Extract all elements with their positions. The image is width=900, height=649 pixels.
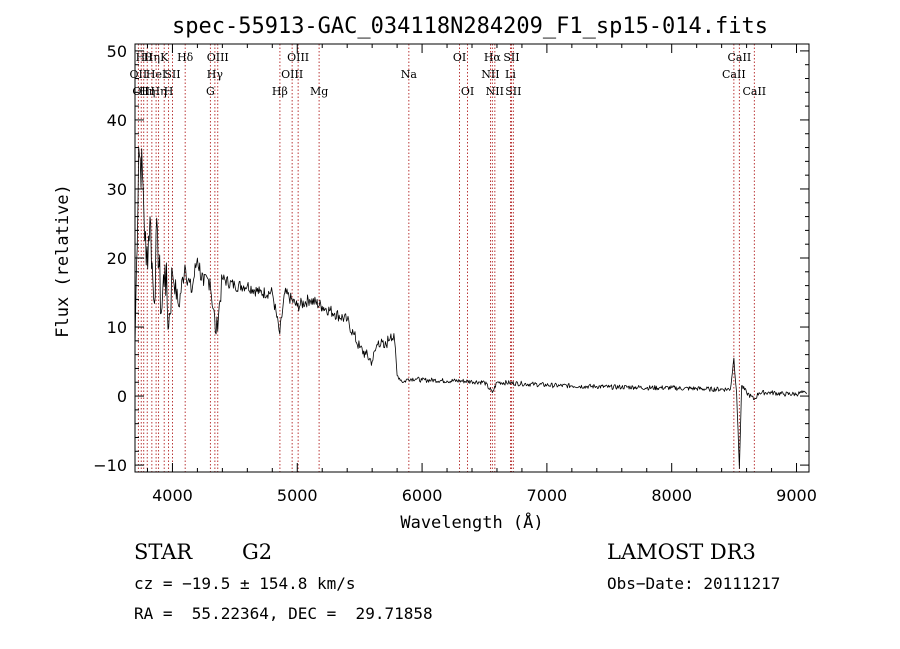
y-tick-label: 20 [107,249,127,268]
y-tick-label: 50 [107,42,127,61]
emission-line-labels: OIIOIIHθHηHηHeIHηKHSIIHδGHγOIIIHβOIIIOII… [130,51,767,98]
line-label-25: SII [503,51,519,64]
line-label-29: CaII [742,85,766,98]
line-label-9: SII [164,68,180,81]
line-label-15: OIII [281,68,303,81]
line-label-3: Hη [139,85,155,98]
object-class: STAR [134,540,193,564]
y-axis-label: Flux (relative) [53,184,73,338]
line-label-17: Mg [310,85,328,98]
y-tick-label: 0 [117,387,127,406]
x-tick-label: 9000 [776,486,817,505]
x-tick-label: 8000 [651,486,692,505]
line-label-21: NII [481,68,499,81]
line-label-16: OIII [287,51,309,64]
line-label-6: Hη [150,85,166,98]
emission-lines [137,44,755,472]
y-tick-label: 40 [107,111,127,130]
survey-name: LAMOST DR3 [607,540,756,564]
x-tick-label: 6000 [402,486,443,505]
line-label-11: G [206,85,215,98]
spectrum-line [134,147,807,469]
plot-frame [134,43,810,473]
y-tick-label: 10 [107,318,127,337]
y-tick-label: −10 [93,456,127,475]
line-label-5: HeI [146,68,166,81]
line-label-4: Hη [144,51,160,64]
line-label-8: H [164,85,174,98]
line-label-7: K [160,51,169,64]
line-label-24: Li [505,68,516,81]
line-label-1: OII [132,85,150,98]
line-label-28: CaII [728,51,752,64]
line-label-27: CaII [722,68,746,81]
x-tick-label: 7000 [527,486,568,505]
line-label-23: NII [486,85,504,98]
x-axis-ticks: 4000 5000 6000 7000 8000 9000 [146,44,817,505]
line-label-19: OI [453,51,466,64]
line-label-14: Hβ [272,85,288,98]
line-label-0: OII [130,68,148,81]
object-subclass: G2 [242,540,273,564]
x-tick-label: 4000 [152,486,193,505]
line-label-12: Hγ [207,68,224,81]
line-label-20: OI [461,85,474,98]
line-label-13: OIII [207,51,229,64]
line-label-18: Na [401,68,418,81]
x-tick-label: 5000 [277,486,318,505]
y-tick-label: 30 [107,180,127,199]
chart-title: spec-55913-GAC_034118N284209_F1_sp15-014… [172,14,768,39]
spectrum-series [134,147,807,469]
coordinates: RA = 55.22364, DEC = 29.71858 [134,604,433,623]
observation-date: Obs−Date: 20111217 [607,574,781,593]
redshift-cz: cz = −19.5 ± 154.8 km/s [134,574,356,593]
line-label-10: Hδ [177,51,194,64]
line-label-22: Hα [484,51,502,64]
x-axis-label: Wavelength (Å) [400,511,543,533]
y-axis-ticks: −10 0 10 20 30 40 50 [93,42,809,475]
line-label-2: Hθ [136,51,153,64]
line-label-26: SII [505,85,521,98]
